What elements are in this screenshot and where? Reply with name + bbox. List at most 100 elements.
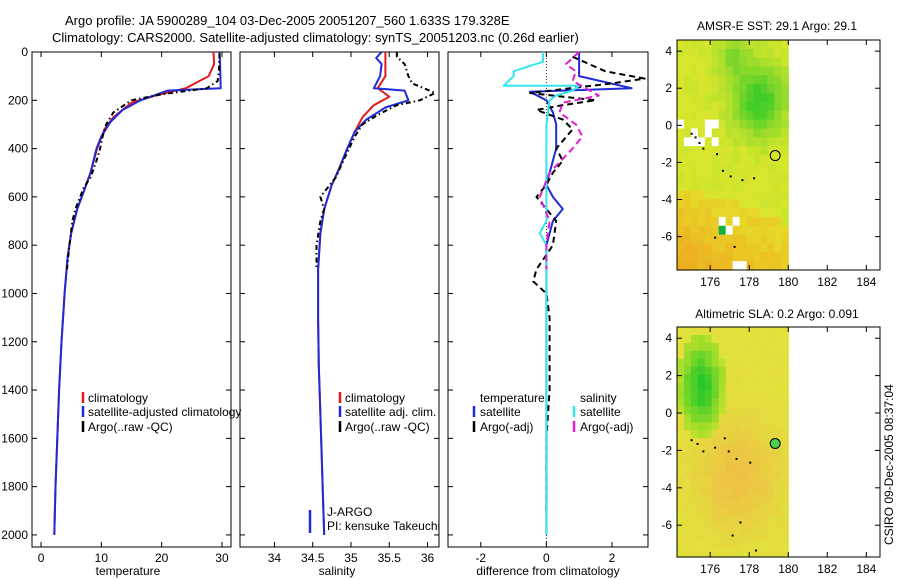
sst_map-cell — [753, 48, 762, 59]
sst_map-cell — [739, 190, 748, 200]
sst_map-cell — [683, 181, 692, 191]
sst_map-cell — [732, 93, 741, 103]
sla_map-cell — [697, 366, 706, 376]
salinity-xtick-label: 35.5 — [378, 551, 402, 565]
sst_map-cell — [677, 163, 685, 174]
sst_map-cell — [718, 172, 727, 183]
difference-xlabel: difference from climatology — [476, 564, 619, 578]
sla_map-cell — [753, 382, 762, 392]
sla_map-cell — [711, 493, 720, 503]
sst_map-cell — [677, 243, 685, 253]
sst_map-cell — [781, 101, 789, 112]
sla_map-cell — [718, 350, 727, 360]
sla_map-cell — [718, 430, 727, 439]
sla_map-cell — [767, 406, 775, 415]
sla_map-cell — [718, 485, 727, 495]
salinity-xtick-label: 34.5 — [301, 551, 325, 565]
temperature-xtick-label: 30 — [215, 551, 229, 565]
sst_map-ytick-label: 4 — [665, 44, 672, 58]
sla_map-cell — [704, 327, 713, 336]
sla_map-cell — [683, 445, 692, 455]
sst_map-cell — [760, 155, 768, 165]
sla_map-cell — [767, 382, 775, 392]
sst_map-cell — [781, 234, 789, 245]
sst_map-cell — [697, 181, 706, 191]
sla_map-cell — [677, 406, 685, 415]
sst_map-cell — [683, 137, 692, 147]
sst_map-cell — [677, 119, 685, 130]
sst_map-cell — [704, 93, 713, 103]
sla_map-cell — [718, 414, 727, 423]
sla_map-cell — [774, 477, 782, 487]
sst_map-cell — [767, 216, 775, 227]
sla_map-cell — [711, 509, 720, 518]
sla_map-argo-position-marker — [769, 437, 781, 449]
sst_map-cell — [760, 234, 768, 245]
sla_map-cell — [718, 461, 727, 471]
sla_map-cell — [697, 517, 706, 526]
sst_map-cell — [753, 40, 762, 50]
sst_map-cell — [677, 128, 685, 138]
sla_map-cell — [718, 398, 727, 407]
sla_map-cell — [767, 445, 775, 455]
sla_map-cell — [677, 422, 685, 431]
temperature-legend-entry-1: climatology — [88, 391, 148, 405]
sst_map-cell — [697, 225, 706, 236]
sst_map-cell — [690, 216, 699, 227]
sla_map-cell — [774, 469, 782, 479]
sst_map-cell — [711, 225, 720, 236]
sla_map-coast-dot — [749, 461, 752, 464]
sst_map-cell — [732, 137, 741, 147]
sst_map-cell — [718, 84, 727, 94]
sst_map-cell — [718, 155, 727, 165]
sla_map-cell — [697, 453, 706, 463]
difference-legend: temperature satellite Argo(-adj) salinit… — [472, 391, 633, 434]
sst_map-cell — [718, 208, 727, 218]
sst_map-cell — [677, 225, 685, 236]
sla_map-cell — [690, 358, 699, 368]
sla_map-cell — [774, 327, 782, 336]
sst_map-cell — [760, 252, 768, 262]
sst_map-cell — [725, 216, 734, 227]
sst_map-cell — [704, 146, 713, 156]
sst_map-cell — [774, 40, 782, 50]
sst_map-cell — [767, 40, 775, 50]
sla_map-cell — [697, 358, 706, 368]
sst_map-cell — [725, 163, 734, 174]
sla_map-xtick-label: 184 — [856, 562, 876, 576]
sst_map-cell — [732, 48, 741, 59]
sst_map-cell — [781, 84, 789, 94]
sst_map-cell — [677, 146, 685, 156]
sst_map-cell — [774, 261, 782, 271]
sst_map-cell — [767, 66, 775, 76]
depth-ytick-label: 600 — [8, 190, 28, 204]
sla_map-cell — [725, 366, 734, 376]
salinity-xtick-label: 34 — [268, 551, 282, 565]
sla_map-cell — [711, 398, 720, 407]
sst_map-cell — [774, 57, 782, 68]
sla_map-cell — [760, 398, 768, 407]
sst_map-cell — [697, 216, 706, 227]
sst_map-cell — [767, 243, 775, 253]
sst_map-cell — [725, 225, 734, 236]
sst_map-cell — [718, 40, 727, 50]
sst_map-cell — [767, 128, 775, 138]
sst_map-cell — [781, 40, 789, 50]
sst_map-cell — [718, 110, 727, 121]
sla_map-cell — [690, 414, 699, 423]
sst-map-title: AMSR-E SST: 29.1 Argo: 29.1 — [697, 19, 857, 33]
sla_map-cell — [711, 422, 720, 431]
sla_map-cell — [767, 469, 775, 479]
sla_map-cell — [677, 438, 685, 447]
sst_map-cell — [732, 110, 741, 121]
sla_map-ytick-label: -4 — [661, 481, 672, 495]
sla_map-cell — [746, 493, 755, 503]
sst_map-cell — [683, 119, 692, 130]
sst_map-cell — [725, 234, 734, 245]
sla_map-cell — [746, 358, 755, 368]
sst_map-cell — [697, 190, 706, 200]
sla_map-cell — [718, 477, 727, 487]
sla_map-cell — [753, 414, 762, 423]
sla_map-cell — [767, 334, 775, 344]
sla_map-cell — [697, 327, 706, 336]
